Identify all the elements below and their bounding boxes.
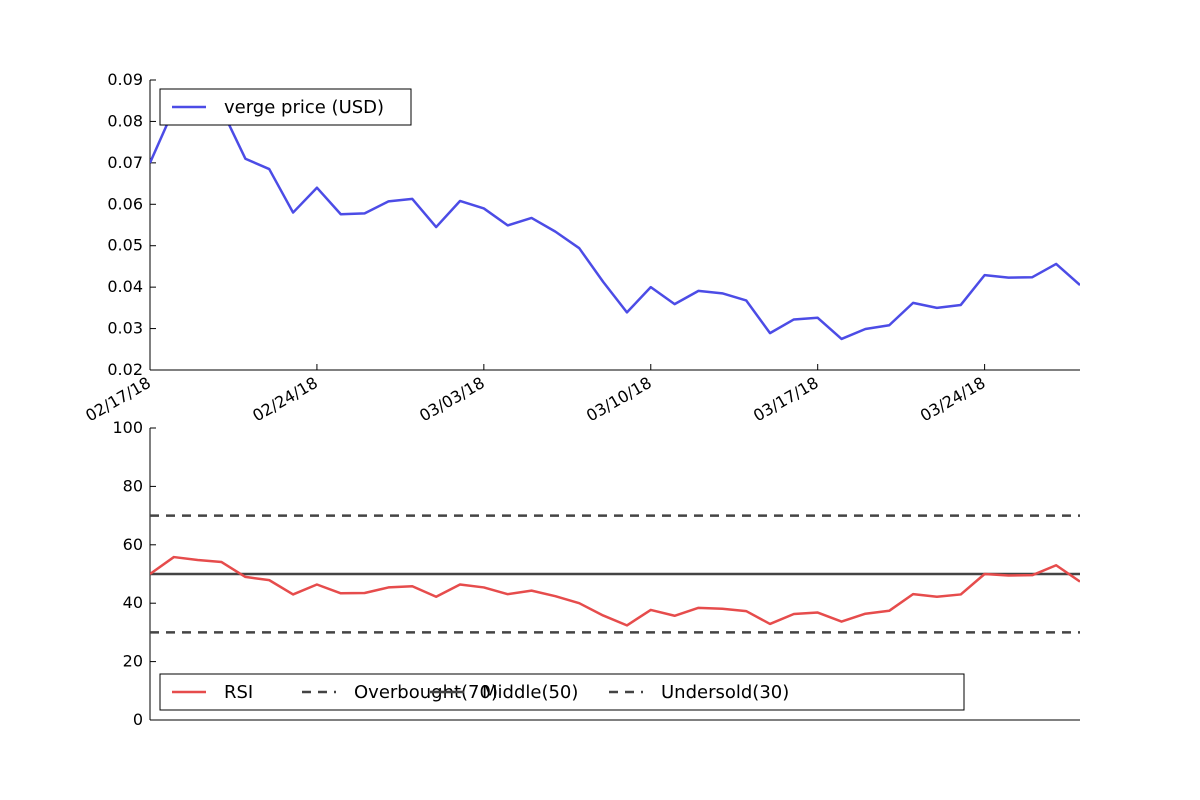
price-y-tick-label: 0.03 [107, 319, 143, 338]
price-legend: verge price (USD) [159, 88, 412, 126]
price-y-tick-label: 0.04 [107, 277, 143, 296]
rsi-legend-label: Undersold(30) [661, 682, 789, 703]
rsi-legend-label: Middle(50) [482, 682, 578, 703]
price-chart-panel: 0.020.030.040.050.060.070.080.0902/17/18… [82, 70, 1080, 425]
price-y-tick-label: 0.02 [107, 360, 143, 379]
price-series-line-0 [150, 103, 1080, 341]
rsi-legend: RSI Overbought(70)Middle(50) Undersold(30) [159, 673, 965, 711]
rsi-series-line-0 [150, 555, 1080, 627]
rsi-y-tick-label: 40 [123, 593, 143, 612]
rsi-y-tick-label: 80 [123, 476, 143, 495]
price-legend-label: verge price (USD) [224, 97, 384, 118]
price-y-tick-label: 0.07 [107, 153, 143, 172]
rsi-legend-box [159, 673, 965, 711]
price-y-tick-label: 0.09 [107, 70, 143, 89]
price-x-tick-label: 03/24/18 [917, 373, 989, 425]
rsi-chart-panel: 0 20 40 60 80 100 RSI Overbought(70)Middle(50) U… [112, 418, 1080, 729]
rsi-legend-label: Overbought(70) [354, 682, 498, 703]
rsi-y-tick-label: 20 [123, 652, 143, 671]
rsi-legend-label: RSI [224, 682, 253, 703]
rsi-y-tick-label: 0 [133, 710, 143, 729]
price-y-tick-label: 0.06 [107, 194, 143, 213]
price-x-tick-label: 03/17/18 [750, 373, 822, 425]
price-x-tick-label: 03/10/18 [583, 373, 655, 425]
rsi-y-tick-label: 60 [123, 535, 143, 554]
price-x-tick-label: 03/03/18 [416, 373, 488, 425]
rsi-y-tick-label: 100 [112, 418, 143, 437]
price-x-tick-label: 02/24/18 [249, 373, 321, 425]
price-y-tick-label: 0.08 [107, 111, 143, 130]
price-y-tick-label: 0.05 [107, 236, 143, 255]
